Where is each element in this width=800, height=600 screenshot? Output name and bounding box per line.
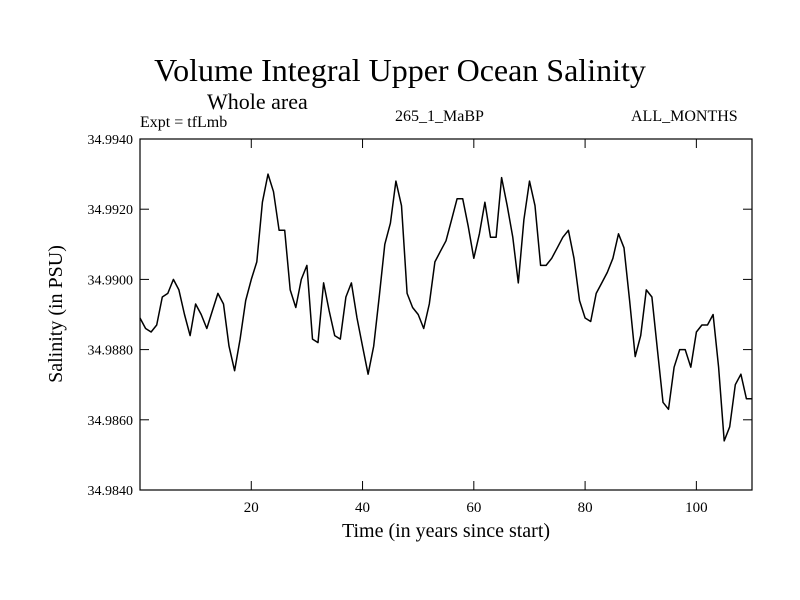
y-tick-label: 34.9940 xyxy=(88,133,134,148)
x-tick-label: 20 xyxy=(244,500,259,516)
salinity-series-line xyxy=(139,173,752,442)
months-label: ALL_MONTHS xyxy=(631,108,738,125)
x-tick-label: 40 xyxy=(355,500,370,516)
chart-title: Volume Integral Upper Ocean Salinity xyxy=(154,52,646,88)
chart-subtitle: Whole area xyxy=(207,89,308,114)
run-label: 265_1_MaBP xyxy=(395,108,484,125)
x-tick-label: 100 xyxy=(685,500,708,516)
experiment-label: Expt = tfLmb xyxy=(140,114,228,131)
y-tick-label: 34.9840 xyxy=(88,484,134,499)
y-tick-label: 34.9900 xyxy=(88,273,134,288)
plot-frame xyxy=(139,138,753,491)
x-axis-label: Time (in years since start) xyxy=(342,520,550,542)
y-tick-label: 34.9920 xyxy=(88,203,134,218)
y-axis-label: Salinity (in PSU) xyxy=(45,245,67,383)
x-tick-label: 80 xyxy=(578,500,593,516)
y-tick-label: 34.9880 xyxy=(88,344,134,359)
x-tick-label: 60 xyxy=(466,500,481,516)
y-tick-label: 34.9860 xyxy=(88,414,134,429)
